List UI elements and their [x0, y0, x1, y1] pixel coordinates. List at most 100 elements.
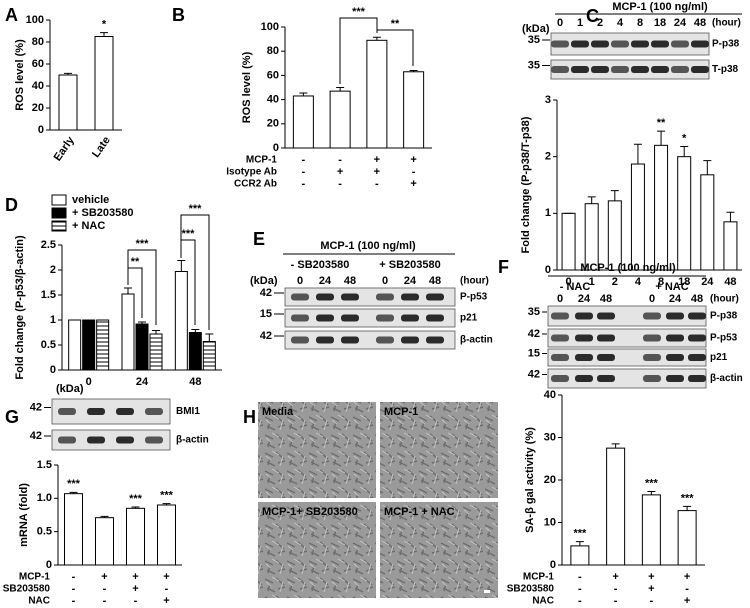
- bar: [561, 212, 576, 271]
- error-bar: [299, 92, 308, 96]
- blot-band: [591, 40, 609, 48]
- y-axis-label: Fold change (P-p53/β-actin): [14, 235, 26, 380]
- y-tick-label: 0: [545, 264, 551, 276]
- error-bar: [575, 541, 584, 546]
- y-axis-label: Fold change (P-p38/T-p38): [520, 116, 532, 253]
- x-tick-label: 2: [612, 276, 618, 288]
- y-tick-label: 1: [545, 207, 551, 219]
- error-bar: [162, 503, 171, 505]
- condition-sign: -: [302, 154, 306, 166]
- condition-sign: -: [412, 166, 416, 178]
- bar: [607, 200, 622, 271]
- y-tick-label: 0: [38, 124, 44, 136]
- condition-sign: +: [684, 571, 690, 583]
- lane-label: 24: [674, 17, 687, 29]
- lane-label: 48: [344, 275, 356, 287]
- bracket-label: ***: [182, 228, 196, 240]
- lane-label: 48: [600, 293, 612, 305]
- blot-band: [688, 334, 706, 342]
- condition-sign: +: [684, 595, 690, 607]
- blot-band: [401, 293, 419, 301]
- blot-band: [643, 312, 661, 320]
- blot-strip: [51, 429, 171, 451]
- micrograph-label: Media: [262, 406, 294, 418]
- condition-sign: -: [614, 583, 618, 595]
- lane-label: 24: [404, 275, 417, 287]
- error-bar: [633, 143, 642, 165]
- blot-band: [87, 408, 105, 415]
- scale-bar: [484, 590, 490, 593]
- significance-bracket: [180, 214, 210, 330]
- y-tick-label: 40: [32, 80, 44, 92]
- row-label: P-p38: [710, 311, 738, 322]
- bar: [366, 39, 388, 149]
- lane-label: 18: [654, 17, 666, 29]
- y-tick-label: 0: [273, 142, 279, 154]
- error-bar: [703, 160, 712, 175]
- micrograph-label: MCP-1 + NAC: [384, 506, 455, 518]
- kda-marker: 15: [260, 308, 272, 320]
- y-tick-label: 60: [267, 69, 279, 81]
- error-bar: [611, 443, 620, 449]
- lane-unit: (hour): [712, 18, 741, 29]
- y-tick-label: 20: [544, 474, 556, 486]
- condition-sign: -: [578, 571, 582, 583]
- blot-band: [551, 375, 569, 382]
- lane-label: 0: [557, 17, 563, 29]
- blot-band: [631, 40, 649, 48]
- error-bar: [131, 506, 140, 509]
- y-tick-label: 3: [545, 94, 551, 106]
- significance-bracket: [376, 29, 414, 66]
- blot-band: [575, 375, 593, 382]
- condition-sign: +: [163, 571, 169, 583]
- x-tick-label: 24: [136, 376, 149, 388]
- micrograph-label: MCP-1+ SB203580: [262, 506, 358, 518]
- micrograph: [258, 502, 376, 598]
- legend-label: + SB203580: [72, 207, 133, 219]
- error-bar: [205, 333, 214, 342]
- condition-sign: +: [132, 583, 138, 595]
- y-tick-label: 20: [267, 118, 279, 130]
- blot-band: [401, 314, 419, 322]
- bar: [403, 71, 425, 149]
- error-bar: [124, 287, 132, 294]
- bar: [68, 319, 82, 371]
- lane-label: 0: [557, 293, 563, 305]
- condition-name: MCP-1: [19, 572, 51, 583]
- blot-band: [575, 354, 593, 361]
- row-label: p21: [710, 352, 728, 363]
- legend-label: vehicle: [72, 194, 109, 206]
- kda-marker: 15: [528, 347, 540, 359]
- blot-band: [666, 354, 684, 361]
- error-bar: [100, 515, 109, 518]
- condition-sign: -: [614, 595, 618, 607]
- blot-band: [401, 336, 419, 344]
- x-tick-label: Late: [90, 135, 113, 160]
- row-label: β-actin: [176, 435, 209, 446]
- blot-band: [116, 436, 134, 444]
- bar: [677, 510, 697, 566]
- error-bar: [336, 87, 345, 92]
- condition-sign: -: [338, 178, 342, 190]
- bracket-label: **: [391, 18, 400, 30]
- condition-sign: -: [578, 595, 582, 607]
- kda-marker: 35: [528, 306, 540, 318]
- panel-letter: H: [243, 407, 256, 427]
- significance-label: ***: [160, 490, 174, 502]
- kda-marker: 42: [30, 401, 42, 413]
- row-label: P-p53: [460, 292, 488, 303]
- blot-band: [551, 66, 569, 73]
- y-tick-label: 1.0: [37, 492, 52, 504]
- blot-band: [688, 312, 706, 320]
- panel-letter: D: [5, 195, 18, 215]
- blot-header: MCP-1 (100 ng/ml): [580, 262, 676, 274]
- blot-band: [316, 314, 334, 322]
- blot-band: [291, 293, 309, 301]
- condition-sign: +: [374, 166, 380, 178]
- condition-sign: +: [410, 178, 416, 190]
- blot-band: [611, 40, 629, 48]
- blot-band: [426, 314, 444, 322]
- micrograph: [258, 402, 376, 498]
- blot-band: [666, 312, 684, 320]
- significance-label: *: [682, 132, 687, 144]
